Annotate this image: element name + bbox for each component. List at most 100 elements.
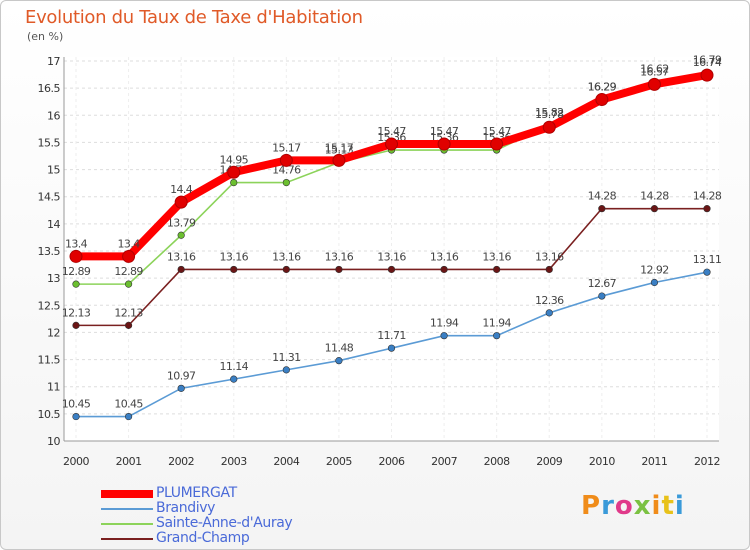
data-label: 13.79	[167, 216, 196, 229]
data-point	[493, 332, 501, 340]
legend-item: Sainte-Anne-d'Auray	[101, 515, 293, 531]
data-label: 11.14	[220, 360, 249, 373]
legend-label: Sainte-Anne-d'Auray	[156, 515, 293, 531]
data-label: 13.16	[482, 250, 511, 263]
data-point	[490, 137, 504, 151]
legend-swatch	[101, 522, 153, 525]
y-tick-label: 14.5	[38, 191, 61, 204]
data-point	[650, 278, 659, 287]
data-point	[440, 265, 448, 274]
data-point	[595, 93, 609, 107]
chart-subtitle: (en %)	[27, 30, 64, 43]
legend-swatch	[101, 537, 153, 540]
data-point	[174, 195, 188, 209]
y-tick-label: 17	[47, 55, 60, 68]
data-label: 12.67	[588, 277, 617, 290]
data-point	[122, 249, 136, 263]
data-label: 13.16	[167, 250, 196, 263]
data-label: 13.4	[65, 237, 88, 250]
data-label: 11.48	[325, 342, 354, 355]
y-tick-label: 14	[47, 218, 60, 231]
data-point	[230, 375, 238, 383]
y-tick-label: 13	[47, 272, 60, 285]
legend-label: Grand-Champ	[156, 530, 250, 546]
data-label: 15.47	[482, 125, 511, 138]
data-label: 15.82	[535, 106, 564, 119]
x-tick-label: 2006	[379, 455, 405, 468]
data-label: 16.29	[588, 81, 617, 94]
data-point	[598, 205, 606, 213]
y-tick-label: 10.5	[38, 408, 61, 421]
data-point	[703, 205, 711, 213]
data-label: 13.16	[325, 250, 354, 263]
data-label: 12.36	[535, 294, 564, 307]
y-tick-label: 12.5	[38, 299, 61, 312]
data-label: 10.97	[167, 369, 196, 382]
data-label: 11.31	[272, 351, 301, 364]
y-tick-label: 16	[47, 109, 60, 122]
data-point	[72, 280, 80, 288]
data-label: 13.16	[220, 250, 249, 263]
data-point	[387, 265, 396, 274]
data-point	[545, 265, 553, 274]
y-tick-label: 15.5	[38, 136, 61, 149]
legend-item: Brandivy	[101, 501, 292, 516]
x-tick-label: 2005	[326, 455, 352, 468]
data-point	[124, 280, 133, 288]
chart-title: Evolution du Taux de Taxe d'Habitation	[25, 7, 363, 28]
data-label: 14.4	[170, 183, 193, 196]
data-label: 12.89	[114, 265, 143, 278]
data-label: 14.28	[640, 190, 669, 203]
data-label: 15.78	[535, 108, 564, 121]
data-label: 16.57	[640, 65, 669, 78]
data-point	[72, 412, 80, 421]
data-label: 13.16	[430, 250, 459, 263]
data-label: 13.16	[535, 250, 564, 263]
x-tick-label: 2003	[221, 455, 247, 468]
data-point	[230, 179, 238, 187]
data-label: 14.76	[272, 164, 301, 177]
data-label: 16.29	[588, 81, 617, 94]
data-point	[230, 265, 238, 274]
y-tick-label: 11	[47, 381, 60, 394]
data-point	[227, 165, 241, 179]
data-point	[493, 265, 501, 274]
data-point	[385, 137, 398, 151]
legend-label: Brandivy	[156, 500, 215, 516]
x-tick-label: 2007	[431, 455, 457, 468]
data-point	[72, 321, 80, 329]
data-point	[282, 366, 290, 374]
proxiti-logo: Proxiti	[581, 491, 685, 521]
x-tick-label: 2001	[116, 455, 142, 468]
data-label: 15.17	[272, 141, 301, 154]
y-tick-label: 15	[47, 164, 60, 177]
x-tick-label: 2012	[694, 455, 720, 468]
data-point	[279, 153, 293, 167]
data-point	[703, 268, 711, 276]
data-point	[282, 179, 290, 187]
data-label: 13.11	[693, 253, 722, 266]
data-label: 13.16	[272, 250, 301, 263]
data-label: 15.47	[430, 125, 459, 138]
data-point	[282, 265, 290, 274]
legend-label: PLUMERGAT	[156, 485, 237, 501]
data-label: 13.16	[377, 250, 406, 263]
data-label: 16.74	[693, 56, 722, 69]
data-label: 14.28	[693, 190, 722, 203]
data-label: 11.71	[377, 329, 406, 342]
data-label: 15.47	[377, 125, 406, 138]
data-label: 10.45	[62, 398, 91, 411]
x-tick-label: 2009	[536, 455, 562, 468]
legend-swatch	[101, 489, 153, 498]
data-point	[124, 321, 133, 329]
data-point	[647, 77, 661, 91]
data-label: 14.95	[220, 153, 249, 166]
x-tick-label: 2000	[63, 455, 89, 468]
data-point	[387, 344, 396, 352]
x-tick-label: 2002	[168, 455, 194, 468]
data-point	[700, 68, 714, 82]
data-label: 11.94	[482, 317, 511, 330]
legend-item: PLUMERGAT	[101, 486, 292, 501]
legend: PLUMERGAT Brandivy Sainte-Anne-d'Auray Gran…	[101, 486, 293, 546]
